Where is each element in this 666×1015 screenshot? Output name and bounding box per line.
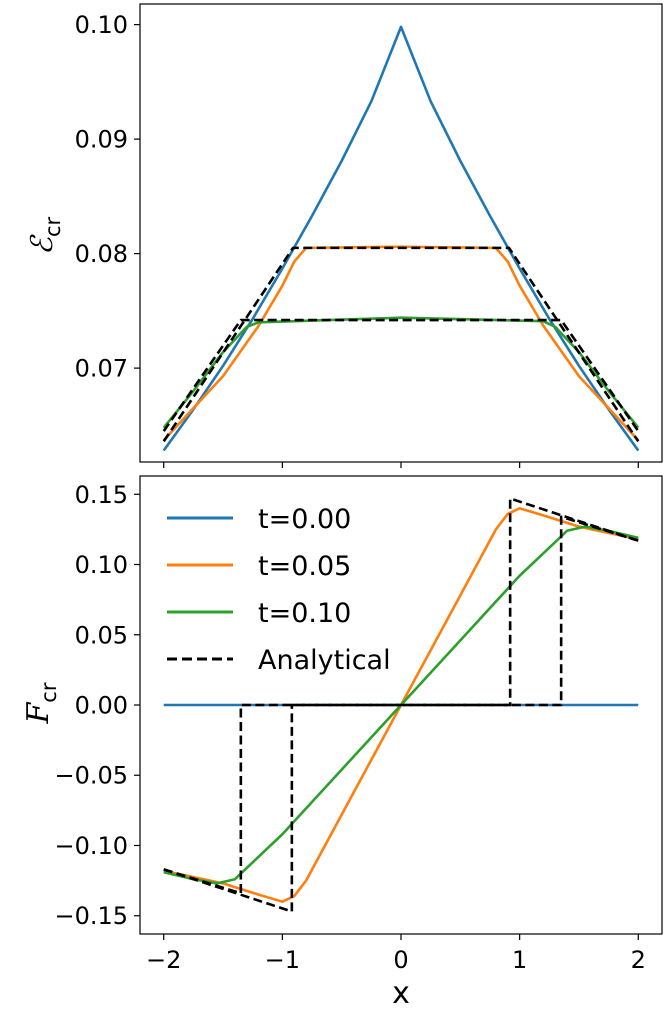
top-series-line-3 [162, 246, 640, 443]
bottom-y-axis-label-main: F [21, 702, 56, 725]
top-y-tick-label: 0.07 [75, 355, 128, 383]
top-series-line-1 [162, 245, 640, 442]
x-tick-label: 2 [631, 946, 646, 974]
top-x-axis-ticks [163, 462, 639, 468]
x-tick-label: −1 [265, 946, 300, 974]
x-axis-label: x [392, 976, 410, 1011]
bottom-y-axis-label: Fcr [21, 682, 61, 724]
top-series-line-4 [162, 318, 640, 432]
top-series-line-2 [162, 316, 640, 429]
bottom-y-axis-label-sub: cr [37, 682, 61, 703]
legend-label-t010: t=0.10 [258, 598, 351, 629]
top-series-group [162, 25, 640, 452]
top-y-tick-label: 0.08 [75, 240, 128, 268]
x-tick-label: 1 [512, 946, 527, 974]
bottom-y-tick-label: 0.10 [75, 551, 128, 579]
top-y-axis-ticks: 0.07 0.08 0.09 0.10 [75, 11, 140, 383]
top-y-axis-label: ℰcr [25, 216, 65, 255]
bottom-y-axis-ticks: −0.15 −0.10 −0.05 0.00 0.05 0.10 0.15 [54, 481, 140, 930]
energy-density-panel: 0.07 0.08 0.09 0.10 ℰcr [25, 3, 663, 468]
flux-panel: −0.15−0.10−0.050.000.050.100.15 −2 −1 0 1 2 … [21, 475, 663, 1011]
top-y-tick-label: 0.10 [75, 11, 128, 39]
bottom-series-line-3 [163, 497, 639, 913]
bottom-y-tick-label: 0.00 [75, 692, 128, 720]
legend-label-analytical: Analytical [258, 645, 391, 676]
legend-label-t005: t=0.05 [258, 551, 351, 582]
bottom-y-tick-label: 0.15 [75, 481, 128, 509]
legend: t=0.00 t=0.05 t=0.10 Analytical [167, 504, 391, 676]
x-tick-label: −2 [146, 946, 181, 974]
top-plot-frame [139, 3, 663, 463]
top-y-tick-label: 0.09 [75, 126, 128, 154]
bottom-y-tick-label: −0.15 [54, 902, 128, 930]
top-series-line-0 [162, 25, 640, 452]
bottom-series-line-4 [163, 515, 639, 895]
bottom-y-tick-label: −0.10 [54, 832, 128, 860]
bottom-series-group [163, 497, 639, 913]
top-y-axis-label-main: ℰ [25, 234, 60, 255]
x-tick-label: 0 [393, 946, 408, 974]
bottom-x-axis-ticks: −2 −1 0 1 2 [146, 934, 646, 974]
top-y-axis-label-sub: cr [41, 216, 65, 237]
legend-label-t0: t=0.00 [258, 504, 351, 535]
bottom-y-tick-label: −0.05 [54, 762, 128, 790]
bottom-y-tick-label: 0.05 [75, 621, 128, 649]
